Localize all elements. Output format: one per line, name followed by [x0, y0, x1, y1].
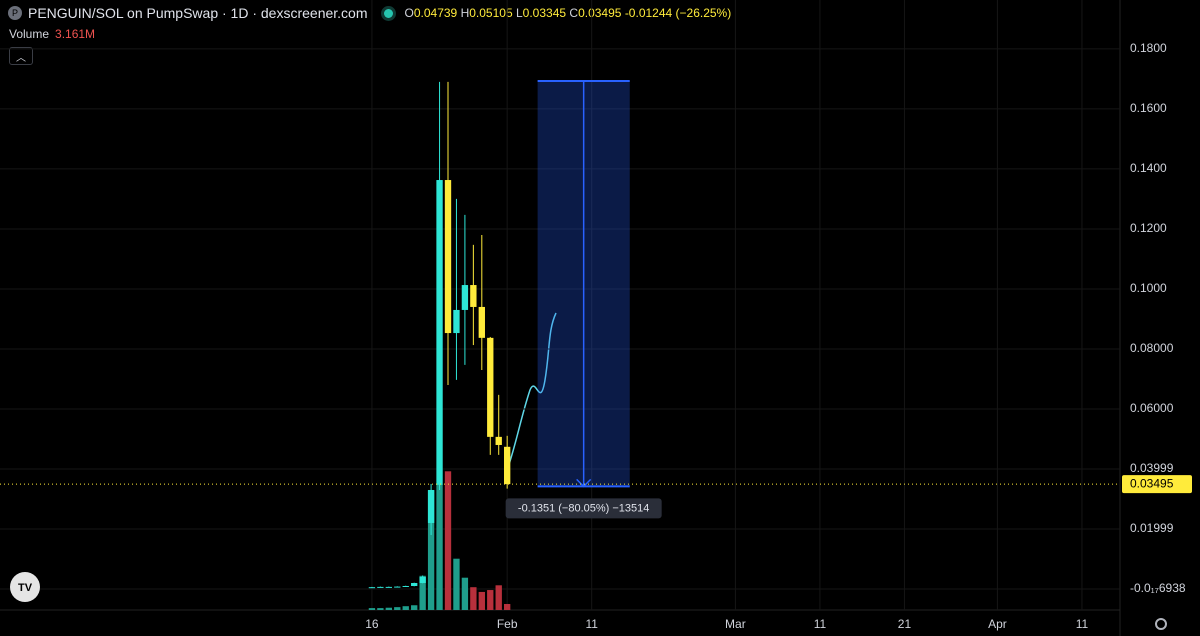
y-tick-label: -0.0₁₇6938 — [1130, 581, 1186, 595]
volume-bar — [444, 471, 452, 610]
volume-bar — [504, 603, 511, 610]
ohlc-key: L — [515, 6, 523, 20]
volume-bar — [495, 585, 502, 610]
measure-arrowhead — [576, 478, 592, 488]
x-tick-label: Mar — [725, 617, 746, 631]
volume-bar — [436, 484, 443, 610]
ohlc-value: 0.04739 — [413, 6, 458, 20]
y-tick-label: 0.01999 — [1130, 521, 1174, 535]
header: P PENGUIN/SOL on PumpSwap · 1D · dexscre… — [8, 5, 731, 21]
x-tick-label: 21 — [898, 617, 912, 631]
candle-body — [436, 180, 443, 485]
logo[interactable]: TV — [10, 572, 40, 602]
settings-button[interactable] — [1155, 618, 1167, 630]
volume-bar — [487, 590, 494, 610]
change: -0.01244 (−26.25%) — [624, 6, 732, 20]
collapse-button[interactable]: ︿ — [9, 47, 33, 65]
last-price-label: 0.03495 — [1130, 476, 1174, 490]
x-tick-label: Apr — [988, 617, 1007, 631]
volume-bar — [377, 608, 384, 610]
candle-body — [385, 586, 392, 588]
volume-bar — [402, 606, 409, 610]
candle-body — [402, 585, 409, 587]
svg-text:TV: TV — [18, 582, 33, 594]
candle-body — [504, 446, 511, 485]
volume-bar — [461, 577, 469, 610]
ohlc-key: O — [404, 6, 414, 20]
ohlc-key: C — [569, 6, 579, 20]
x-tick-label: 11 — [814, 617, 827, 631]
volume-bar — [411, 605, 418, 610]
token-icon: P — [8, 6, 22, 20]
candle-body — [427, 489, 435, 523]
ohlc-key: H — [460, 6, 470, 20]
candle-body — [419, 576, 426, 583]
x-tick-label: 11 — [585, 617, 598, 631]
ohlc-value: 0.03495 — [578, 6, 622, 20]
volume-bar — [419, 575, 426, 610]
x-tick-label: Feb — [497, 617, 518, 631]
y-tick-label: 0.06000 — [1130, 401, 1174, 415]
volume-legend: Volume 3.161M — [9, 27, 95, 41]
candle-body — [368, 587, 376, 589]
candle-body — [487, 337, 494, 437]
measure-label: -0.1351 (−80.05%) −13514 — [518, 502, 650, 514]
x-tick-label: 11 — [1076, 617, 1089, 631]
candle-body — [478, 306, 485, 338]
y-tick-label: 0.1000 — [1130, 281, 1167, 295]
candle-body — [461, 285, 469, 310]
candle-body — [495, 436, 502, 445]
y-tick-label: 0.08000 — [1130, 341, 1174, 355]
volume-bar — [368, 608, 376, 610]
candle-body — [470, 285, 477, 307]
volume-bar — [453, 558, 460, 610]
x-tick-label: 16 — [365, 617, 379, 631]
ohlc: O0.04739 H0.05105 L0.03345 C0.03495 -0.0… — [405, 6, 732, 20]
volume-bar — [385, 607, 392, 610]
status-dot — [383, 8, 393, 18]
volume-bar — [427, 490, 435, 610]
y-tick-label: 0.1600 — [1130, 101, 1167, 115]
y-tick-label: 0.1200 — [1130, 221, 1167, 235]
y-tick-label: 0.1800 — [1130, 41, 1167, 55]
ohlc-value: 0.03345 — [522, 6, 567, 20]
volume-bar — [394, 607, 401, 610]
volume-bar — [470, 587, 477, 610]
candle-body — [453, 309, 460, 334]
candle-body — [411, 582, 418, 586]
candle-body — [444, 180, 452, 334]
ohlc-value: 0.05105 — [469, 6, 513, 20]
drawing-curve — [504, 312, 557, 477]
volume-value: 3.161M — [55, 27, 96, 41]
last-price-box — [1122, 475, 1192, 494]
y-tick-label: 0.03999 — [1130, 461, 1174, 475]
candle-body — [377, 586, 384, 588]
candle-body — [394, 586, 401, 588]
title: PENGUIN/SOL on PumpSwap · 1D · dexscreen… — [28, 5, 368, 21]
y-tick-label: 0.1400 — [1130, 161, 1167, 175]
volume-label: Volume — [9, 27, 50, 41]
volume-bar — [478, 591, 485, 610]
measure-label-box — [505, 498, 662, 519]
